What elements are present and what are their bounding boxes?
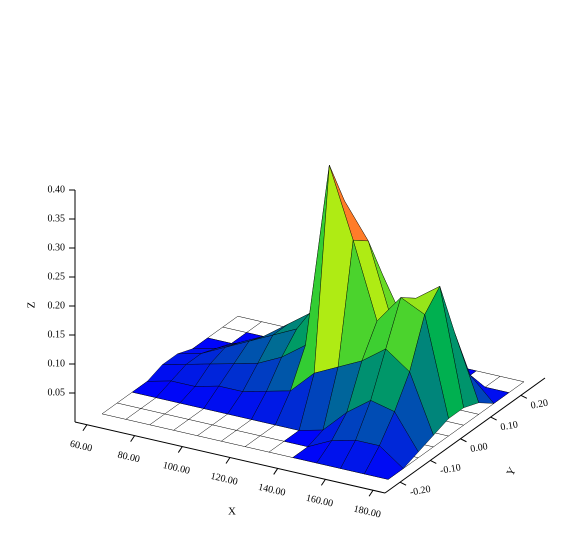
- z-tick-label: 0.10: [48, 358, 66, 369]
- z-axis-label: Z: [26, 301, 38, 308]
- x-tick: [225, 457, 231, 464]
- x-tick: [130, 435, 136, 442]
- z-tick-label: 0.25: [48, 271, 66, 282]
- z-tick-label: 0.05: [48, 387, 66, 398]
- y-tick-label: 0.00: [469, 441, 488, 455]
- x-axis-label: X: [228, 506, 236, 518]
- z-tick-label: 0.15: [48, 329, 66, 340]
- y-tick: [490, 416, 497, 421]
- y-tick: [399, 481, 407, 486]
- y-tick: [520, 394, 528, 399]
- y-tick-label: -0.10: [439, 462, 461, 476]
- y-tick: [430, 460, 437, 464]
- x-tick-label: 160.00: [305, 493, 334, 510]
- x-tick: [177, 446, 183, 453]
- y-tick: [460, 438, 467, 443]
- x-tick: [368, 489, 374, 497]
- x-tick-label: 140.00: [257, 482, 286, 499]
- y-tick-label: 0.10: [500, 419, 519, 433]
- y-axis-label: Y: [504, 465, 518, 478]
- y-tick-label: -0.20: [409, 484, 431, 498]
- z-tick-label: 0.30: [48, 242, 66, 253]
- x-tick-label: 80.00: [116, 450, 140, 466]
- x-tick: [82, 424, 88, 432]
- x-tick-label: 180.00: [352, 504, 381, 521]
- x-tick-label: 120.00: [209, 471, 238, 488]
- x-tick-label: 60.00: [69, 439, 93, 455]
- x-tick-label: 100.00: [162, 460, 191, 477]
- axis-line: [384, 377, 546, 494]
- z-tick-label: 0.35: [48, 213, 66, 224]
- z-tick-label: 0.40: [48, 184, 66, 195]
- surface-cell: [364, 445, 404, 480]
- y-tick-label: 0.20: [530, 398, 549, 412]
- x-tick: [273, 468, 279, 475]
- x-tick: [320, 479, 326, 486]
- z-tick-label: 0.20: [48, 300, 66, 311]
